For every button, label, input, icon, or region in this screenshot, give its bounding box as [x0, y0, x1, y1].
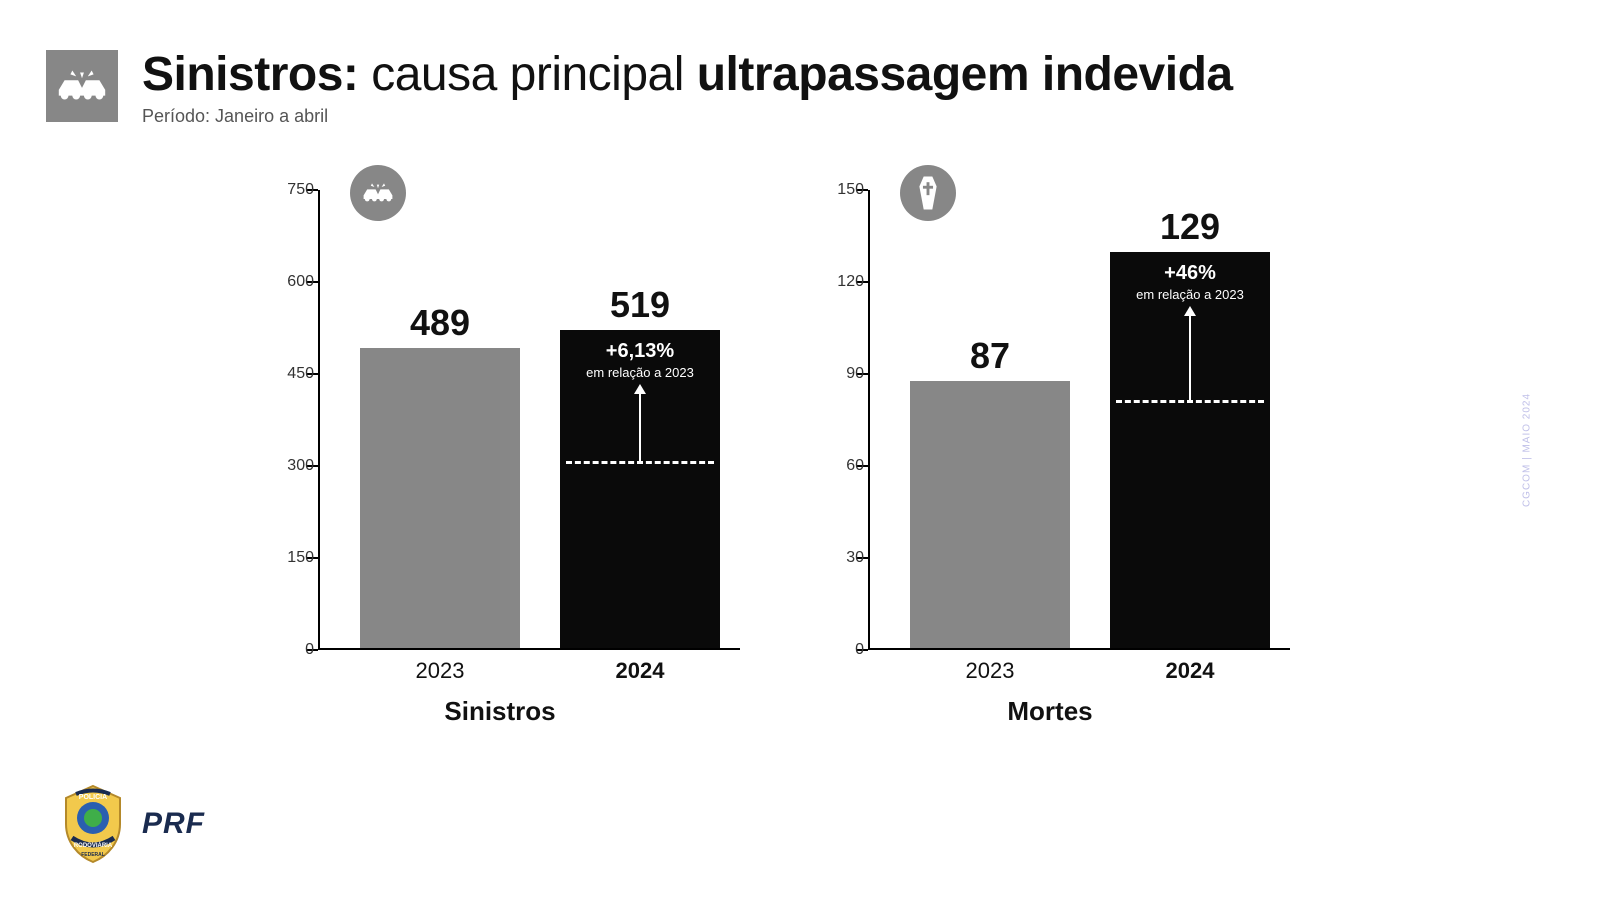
- delta-sub: em relação a 2023: [1110, 287, 1270, 302]
- org-label: PRF: [142, 807, 205, 841]
- svg-text:POLICIA: POLICIA: [79, 794, 107, 801]
- header: Sinistros: causa principal ultrapassagem…: [46, 50, 1233, 127]
- x-label-2024: 2024: [1110, 658, 1270, 684]
- title-part-2: causa principal: [358, 48, 696, 101]
- bar-value: 87: [910, 335, 1070, 377]
- delta-overlay: +6,13% em relação a 2023: [560, 340, 720, 380]
- y-tick-label: 0: [855, 641, 864, 659]
- crash-icon: [350, 165, 406, 221]
- chart-title: Sinistros: [260, 696, 740, 727]
- delta-percent: +6,13%: [560, 340, 720, 363]
- y-tick-label: 600: [287, 273, 314, 291]
- y-tick-label: 300: [287, 457, 314, 475]
- footer: POLICIA RODOVIÁRIA FEDERAL PRF: [58, 784, 205, 864]
- header-text: Sinistros: causa principal ultrapassagem…: [142, 50, 1233, 127]
- delta-sub: em relação a 2023: [560, 365, 720, 380]
- delta-overlay: +46% em relação a 2023: [1110, 262, 1270, 302]
- arrow-up-icon: [631, 384, 649, 464]
- chart-sinistros: 0 150 300 450 600 750 489 519 +6,13% em relação a…: [260, 170, 740, 727]
- bar-value: 519: [560, 284, 720, 326]
- prf-badge-icon: POLICIA RODOVIÁRIA FEDERAL: [58, 784, 128, 864]
- x-axis: [318, 648, 740, 650]
- bar-2023: 87: [910, 381, 1070, 648]
- bar-2024: 519+6,13%em relação a 2023: [560, 330, 720, 648]
- charts-row: 0150300450600750489519+6,13%em relação a…: [260, 170, 1290, 727]
- y-tick-label: 150: [287, 549, 314, 567]
- crash-icon: [53, 66, 111, 106]
- bar-value: 489: [360, 302, 520, 344]
- title-part-3: ultrapassagem indevida: [697, 48, 1233, 101]
- chart-title: Mortes: [810, 696, 1290, 727]
- y-tick-label: 120: [837, 273, 864, 291]
- y-tick-label: 0: [305, 641, 314, 659]
- y-tick-label: 30: [846, 549, 864, 567]
- page-title: Sinistros: causa principal ultrapassagem…: [142, 50, 1233, 100]
- title-part-1: Sinistros:: [142, 48, 358, 101]
- bar-2024: 129+46%em relação a 2023: [1110, 252, 1270, 648]
- x-label-2024: 2024: [560, 658, 720, 684]
- svg-text:RODOVIÁRIA: RODOVIÁRIA: [74, 842, 113, 849]
- bars: 87 129 +46% em relação a 2023: [870, 190, 1290, 648]
- delta-percent: +46%: [1110, 262, 1270, 285]
- plot: 0150300450600750489519+6,13%em relação a…: [260, 170, 740, 650]
- coffin-icon: [900, 165, 956, 221]
- bar-value: 129: [1110, 206, 1270, 248]
- chart-mortes: 0 30 60 90 120 150 87 129 +46% em relação a 2023 2…: [810, 170, 1290, 727]
- svg-text:FEDERAL: FEDERAL: [81, 852, 105, 858]
- bar-2023: 489: [360, 348, 520, 648]
- y-tick-label: 60: [846, 457, 864, 475]
- y-tick-label: 150: [837, 181, 864, 199]
- x-axis: [868, 648, 1290, 650]
- arrow-up-icon: [1181, 306, 1199, 402]
- credit-text: CGCOM | MAIO 2024: [1521, 393, 1532, 507]
- y-tick-label: 750: [287, 181, 314, 199]
- x-label-2023: 2023: [360, 658, 520, 684]
- y-tick-label: 90: [846, 365, 864, 383]
- page: Sinistros: causa principal ultrapassagem…: [0, 0, 1600, 900]
- bars: 489 519 +6,13% em relação a 2023: [320, 190, 740, 648]
- plot: 030609012015087129+46%em relação a 20232…: [810, 170, 1290, 650]
- page-subtitle: Período: Janeiro a abril: [142, 106, 1233, 127]
- y-tick-label: 450: [287, 365, 314, 383]
- header-icon-box: [46, 50, 118, 122]
- x-label-2023: 2023: [910, 658, 1070, 684]
